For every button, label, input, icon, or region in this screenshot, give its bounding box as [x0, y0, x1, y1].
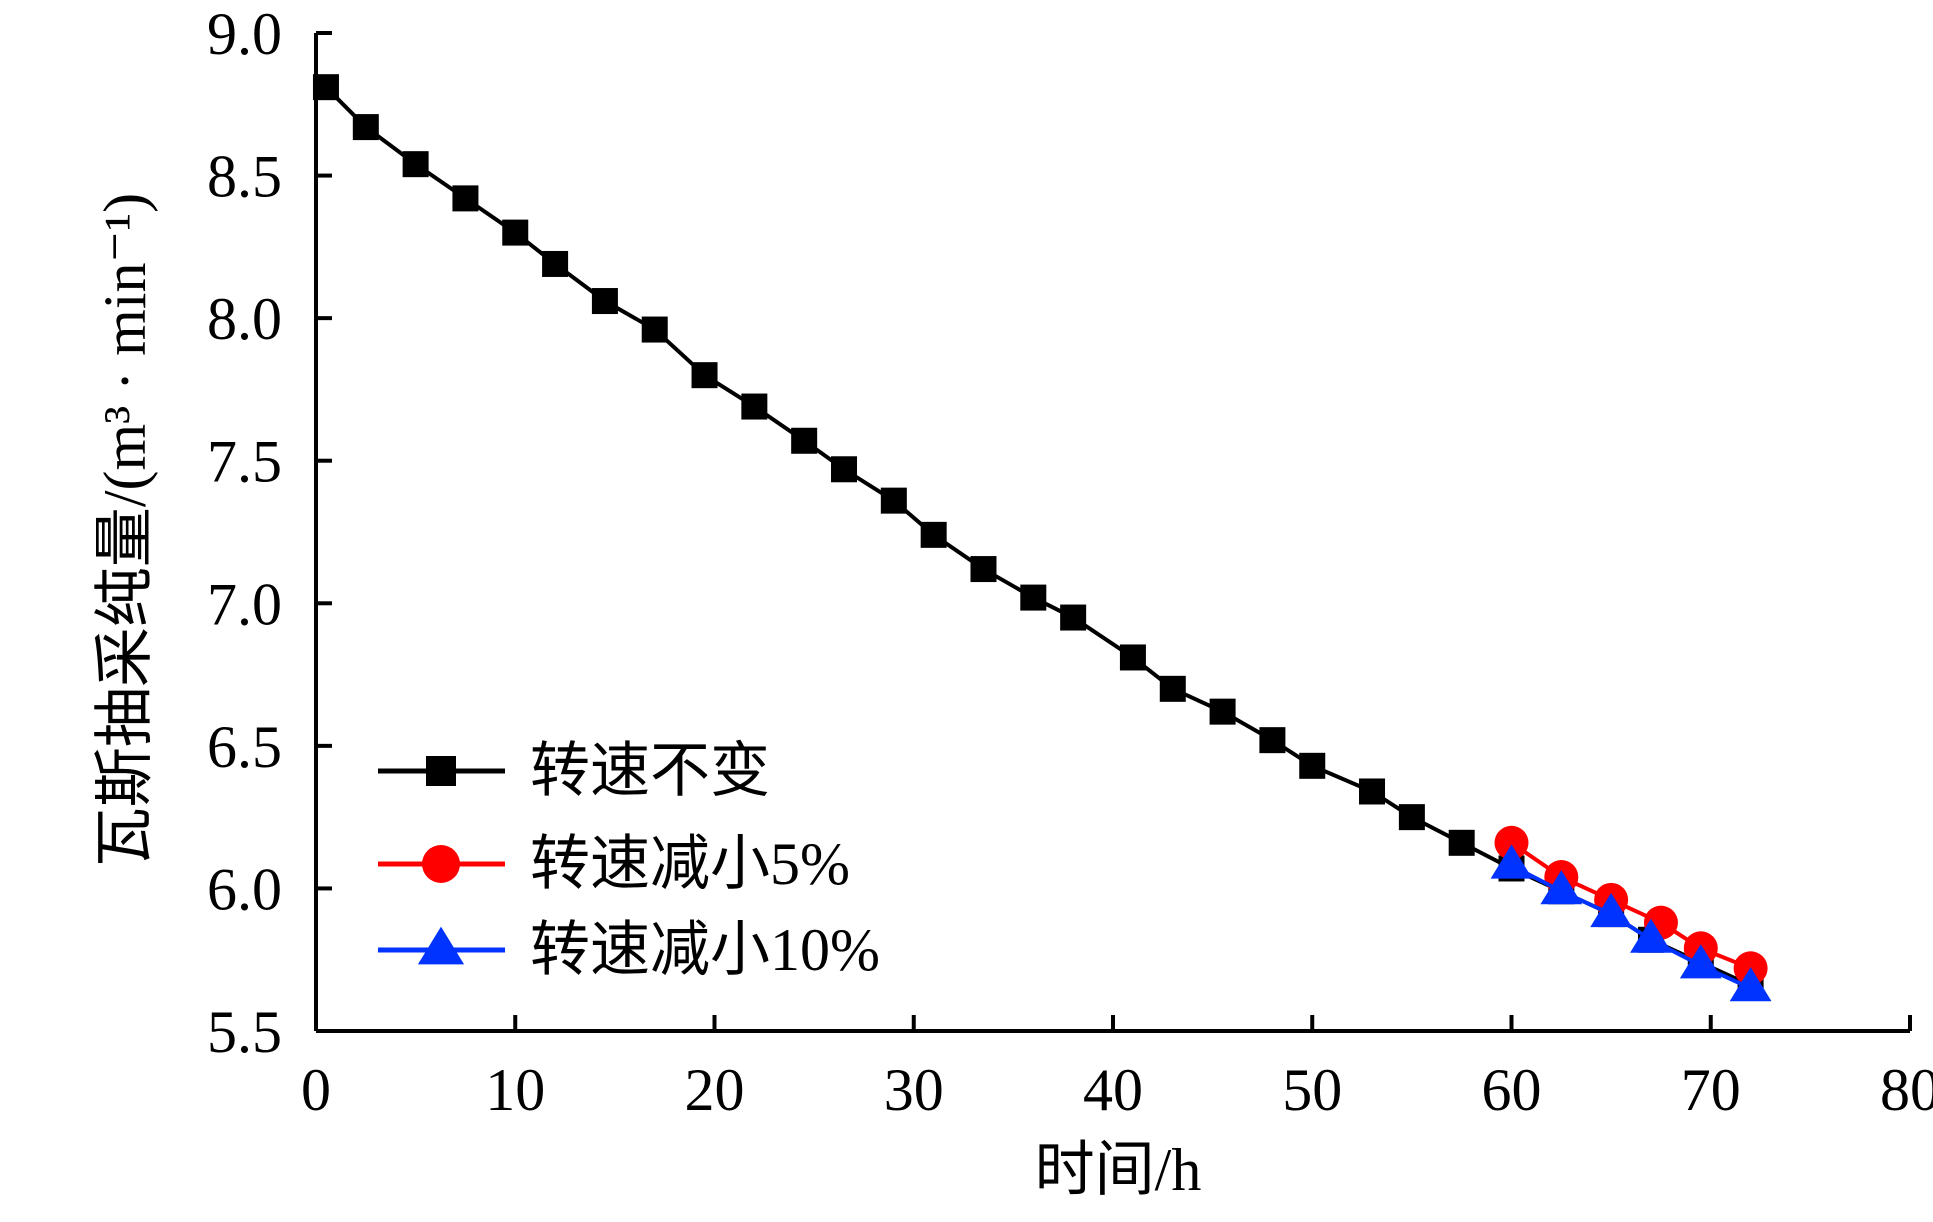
x-tick-label: 70: [1681, 1057, 1741, 1123]
legend-item: 转速减小5%: [378, 831, 850, 897]
data-point: [1159, 675, 1186, 702]
data-point: [831, 456, 858, 483]
data-point: [502, 219, 529, 246]
y-axis-title: 瓦斯抽采纯量/(m³ · min⁻¹): [92, 193, 158, 867]
x-tick-label: 60: [1482, 1057, 1542, 1123]
legend-item: 转速减小10%: [378, 917, 880, 983]
data-point: [1209, 698, 1236, 725]
legend-marker: [426, 756, 456, 786]
data-point: [452, 185, 479, 212]
data-point: [970, 556, 997, 583]
data-point: [741, 393, 768, 420]
legend-label: 转速不变: [530, 738, 770, 804]
data-point: [1540, 870, 1583, 905]
data-point: [1060, 604, 1087, 631]
data-point: [1590, 892, 1633, 928]
y-tick-label: 6.5: [207, 714, 282, 780]
data-point: [691, 362, 718, 389]
legend-item: 转速不变: [378, 738, 770, 804]
series-2: [1490, 844, 1772, 1002]
x-tick-label: 80: [1880, 1057, 1933, 1123]
x-tick-label: 20: [685, 1057, 745, 1123]
data-point: [1679, 944, 1722, 979]
data-point: [920, 521, 947, 548]
data-point: [591, 288, 618, 315]
data-point: [1299, 752, 1326, 779]
legend-label: 转速减小5%: [530, 831, 850, 897]
y-tick-label: 8.5: [207, 144, 282, 210]
data-point: [542, 250, 569, 277]
x-tick-label: 30: [884, 1057, 944, 1123]
data-point: [1490, 844, 1533, 879]
data-point: [402, 151, 429, 178]
y-tick-label: 5.5: [207, 999, 282, 1065]
x-axis-title: 时间/h: [1035, 1137, 1202, 1203]
data-point: [1494, 825, 1529, 860]
data-point: [641, 316, 668, 343]
data-point: [312, 74, 339, 101]
x-tick-label: 50: [1282, 1057, 1342, 1123]
data-point: [880, 487, 907, 514]
x-tick-label: 0: [301, 1057, 331, 1123]
y-tick-label: 8.0: [207, 286, 282, 352]
y-tick-label: 6.0: [207, 856, 282, 922]
legend-label: 转速减小10%: [530, 917, 880, 983]
y-tick-label: 9.0: [207, 1, 282, 67]
data-point: [1119, 644, 1146, 671]
data-point: [1448, 829, 1475, 856]
legend-marker: [422, 845, 460, 883]
data-point: [1020, 584, 1047, 611]
data-point: [1359, 778, 1386, 805]
y-tick-label: 7.0: [207, 571, 282, 637]
legend-marker: [417, 926, 465, 965]
data-point: [1398, 804, 1425, 831]
data-point: [791, 427, 818, 454]
y-tick-label: 7.5: [207, 429, 282, 495]
data-point: [1630, 918, 1672, 953]
x-tick-label: 40: [1083, 1057, 1143, 1123]
x-tick-label: 10: [485, 1057, 545, 1123]
data-point: [1259, 727, 1286, 754]
data-point: [352, 114, 379, 141]
data-point: [1729, 967, 1772, 1002]
